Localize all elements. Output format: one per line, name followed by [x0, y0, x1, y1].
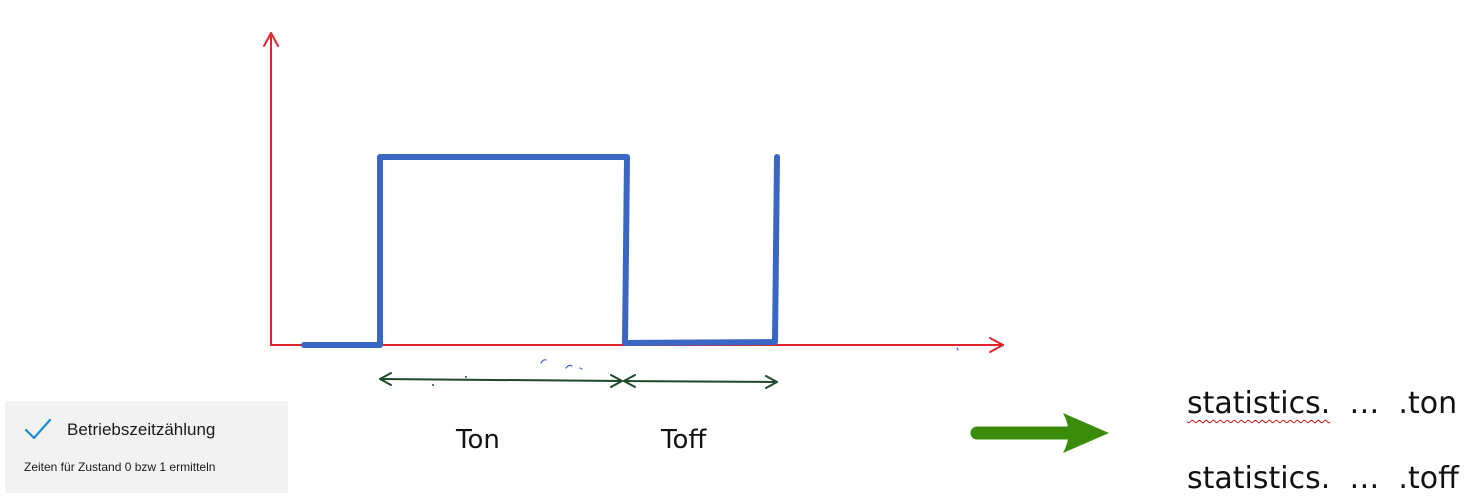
option-title: Betriebszeitzählung	[67, 420, 216, 439]
y-axis-arrowhead	[263, 32, 279, 47]
result-toff: statistics. … .toff	[1187, 464, 1459, 494]
result-toff-prefix: statistics.	[1187, 461, 1331, 496]
sketch-dots	[432, 376, 467, 386]
ton-dimension-line	[379, 378, 623, 382]
result-toff-suffix: .toff	[1398, 461, 1459, 496]
toff-left-arrowhead	[623, 374, 636, 388]
result-ton-suffix: .ton	[1398, 386, 1458, 421]
ton-label: Ton	[455, 425, 500, 455]
result-toff-ellipsis: …	[1349, 461, 1380, 496]
toff-label: Toff	[660, 425, 707, 455]
toff-dimension-line	[623, 380, 778, 383]
result-ton-prefix: statistics.	[1187, 386, 1331, 421]
sketch-marks	[540, 347, 959, 370]
axes	[263, 32, 1004, 353]
square-wave-signal	[301, 154, 780, 348]
result-arrow-icon	[970, 413, 1109, 453]
dimension-arrows	[379, 372, 778, 389]
result-ton: statistics. … .ton	[1187, 389, 1457, 419]
result-ton-ellipsis: …	[1349, 386, 1380, 421]
ton-right-arrowhead	[610, 374, 623, 388]
option-description: Zeiten für Zustand 0 bzw 1 ermitteln	[24, 460, 216, 474]
checkmark-icon[interactable]	[23, 417, 53, 443]
toff-right-arrowhead	[765, 375, 778, 389]
x-axis-arrowhead	[989, 337, 1004, 353]
operating-time-option[interactable]: Betriebszeitzählung Zeiten für Zustand 0…	[5, 401, 288, 493]
ton-left-arrowhead	[379, 372, 392, 386]
